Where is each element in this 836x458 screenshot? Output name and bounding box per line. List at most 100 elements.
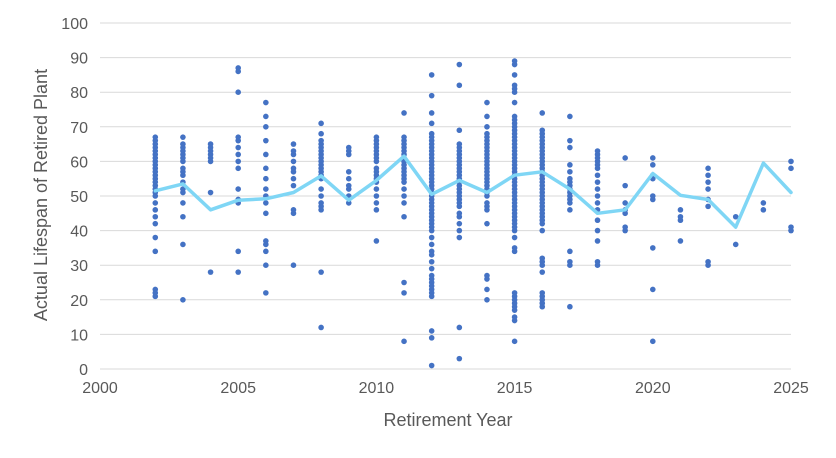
data-point bbox=[428, 293, 435, 300]
data-point bbox=[263, 200, 269, 206]
x-tick-label: 2025 bbox=[773, 380, 809, 397]
data-point bbox=[401, 338, 407, 345]
data-point bbox=[567, 162, 573, 168]
data-point bbox=[373, 186, 380, 192]
data-point bbox=[705, 165, 711, 172]
data-point bbox=[567, 248, 573, 255]
data-point bbox=[263, 290, 269, 296]
data-point bbox=[263, 186, 269, 192]
x-tick-label: 2010 bbox=[359, 380, 395, 397]
data-point bbox=[401, 200, 407, 206]
data-point bbox=[373, 200, 380, 206]
data-point bbox=[594, 262, 601, 269]
data-point bbox=[207, 269, 214, 275]
data-point bbox=[373, 193, 380, 199]
data-point bbox=[567, 262, 573, 269]
data-point bbox=[290, 175, 297, 182]
data-point bbox=[428, 252, 435, 258]
data-point bbox=[373, 207, 380, 213]
data-point bbox=[594, 217, 601, 224]
data-point bbox=[428, 120, 435, 127]
data-point bbox=[428, 265, 435, 272]
data-point bbox=[511, 89, 518, 95]
data-point bbox=[428, 328, 435, 334]
data-point bbox=[594, 227, 601, 234]
data-point bbox=[180, 297, 186, 303]
data-point bbox=[484, 193, 490, 199]
data-point bbox=[373, 238, 380, 244]
x-tick-labels: 2000 2005 2010 2015 2020 2025 bbox=[82, 380, 809, 397]
y-tick-label: 90 bbox=[70, 51, 88, 68]
data-point bbox=[650, 245, 656, 251]
data-point bbox=[180, 172, 186, 179]
data-point bbox=[428, 362, 435, 369]
data-point bbox=[207, 189, 214, 196]
data-point bbox=[318, 207, 324, 213]
data-point bbox=[760, 207, 767, 213]
data-point bbox=[539, 269, 546, 275]
data-point bbox=[152, 213, 159, 220]
data-point bbox=[650, 196, 656, 203]
data-point bbox=[567, 200, 573, 206]
data-point bbox=[263, 175, 269, 182]
data-point bbox=[511, 61, 518, 68]
data-point bbox=[705, 262, 711, 269]
data-point bbox=[290, 182, 297, 189]
data-point bbox=[539, 262, 546, 269]
data-point bbox=[456, 234, 463, 241]
data-point bbox=[484, 99, 490, 106]
data-point bbox=[345, 200, 352, 206]
data-point bbox=[760, 200, 767, 206]
data-point bbox=[290, 151, 297, 158]
data-point bbox=[235, 68, 241, 75]
y-tick-label: 70 bbox=[70, 120, 88, 137]
data-point bbox=[318, 186, 324, 192]
data-point bbox=[594, 193, 601, 199]
data-point bbox=[456, 203, 463, 210]
data-point bbox=[456, 324, 463, 331]
data-point bbox=[567, 168, 573, 175]
data-point bbox=[235, 165, 241, 172]
data-point bbox=[650, 162, 656, 168]
data-point bbox=[235, 248, 241, 255]
y-tick-label: 20 bbox=[70, 293, 88, 310]
x-axis-title: Retirement Year bbox=[383, 410, 512, 430]
y-tick-label: 40 bbox=[70, 224, 88, 241]
data-point bbox=[539, 220, 546, 227]
data-point bbox=[484, 286, 490, 293]
data-point bbox=[263, 113, 269, 120]
y-tick-label: 0 bbox=[79, 362, 88, 379]
data-point bbox=[511, 338, 518, 345]
y-tick-labels: 0 10 20 30 40 50 60 70 80 90 100 bbox=[61, 16, 88, 379]
data-point bbox=[484, 276, 490, 282]
data-point bbox=[290, 210, 297, 217]
y-tick-label: 80 bbox=[70, 85, 88, 102]
data-point bbox=[401, 213, 407, 220]
data-point bbox=[511, 317, 518, 324]
data-point bbox=[428, 92, 435, 99]
data-point bbox=[511, 234, 518, 241]
data-point bbox=[263, 137, 269, 144]
data-point bbox=[428, 227, 435, 234]
data-point bbox=[484, 297, 490, 303]
data-point bbox=[484, 124, 490, 130]
data-point bbox=[511, 227, 518, 234]
data-point bbox=[456, 355, 463, 362]
data-point bbox=[235, 269, 241, 275]
data-point bbox=[428, 258, 435, 265]
data-point bbox=[401, 179, 407, 185]
data-point bbox=[428, 335, 435, 341]
data-point bbox=[318, 324, 324, 331]
data-point bbox=[732, 241, 739, 248]
data-point bbox=[677, 238, 684, 244]
x-tick-label: 2015 bbox=[497, 380, 533, 397]
data-point bbox=[318, 193, 324, 199]
data-point bbox=[263, 210, 269, 217]
data-point bbox=[594, 200, 601, 206]
data-point bbox=[677, 217, 684, 224]
data-point bbox=[677, 207, 684, 213]
data-point bbox=[788, 227, 794, 234]
data-point bbox=[207, 158, 214, 165]
x-tick-label: 2020 bbox=[635, 380, 671, 397]
